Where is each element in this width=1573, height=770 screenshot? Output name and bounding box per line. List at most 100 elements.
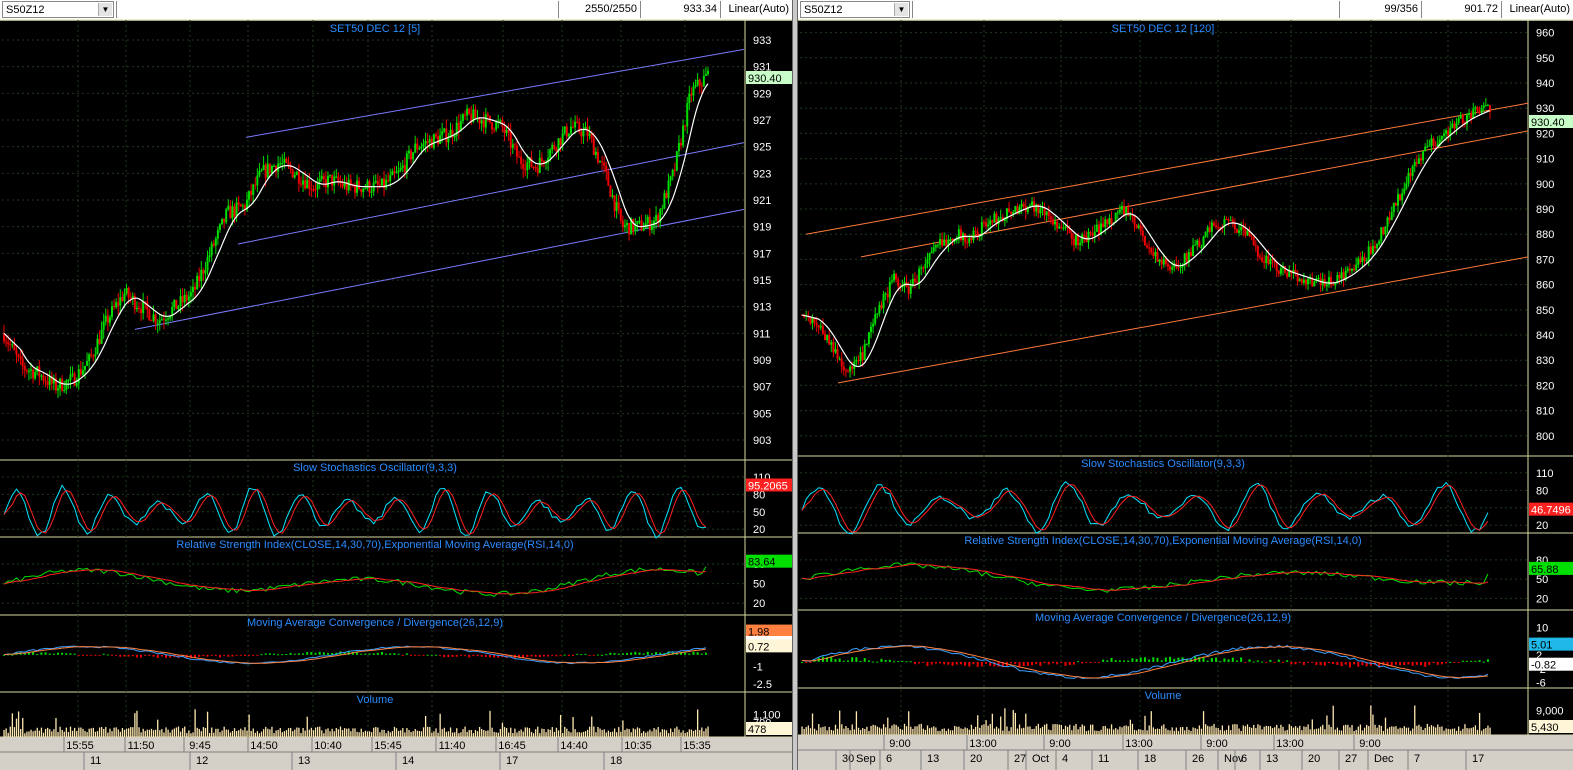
left-candle-body (704, 74, 707, 76)
left-candle-body (449, 129, 452, 138)
right-candle-body (884, 293, 887, 295)
right-volume-bar (1303, 726, 1305, 735)
right-candle-body (1369, 246, 1372, 254)
chevron-down-icon[interactable]: ▼ (894, 3, 908, 16)
right-volume-bar (1177, 730, 1180, 735)
right-day-label: 27 (1345, 753, 1357, 765)
window-divider[interactable] (792, 0, 798, 770)
left-candle-body (71, 373, 74, 375)
right-volume-bar (1485, 727, 1487, 735)
right-macd-histogram-bar (1123, 660, 1126, 662)
left-volume-bar (150, 728, 153, 737)
left-candle-body (524, 169, 527, 171)
left-candle-body (7, 341, 10, 345)
left-time-label: 10:35 (624, 740, 652, 752)
left-macd-histogram-bar (655, 651, 658, 655)
right-volume-bar (983, 724, 985, 735)
left-volume-bar (202, 727, 205, 737)
left-candle-body (383, 178, 386, 188)
left-candle-body (131, 295, 134, 299)
left-macd-histogram-bar (464, 654, 467, 656)
left-candle-body (48, 376, 51, 385)
right-macd-histogram-bar (1265, 661, 1268, 663)
left-volume-bar (454, 732, 456, 737)
left-scale-mode[interactable]: Linear(Auto) (720, 1, 792, 18)
right-candle-body (1028, 205, 1031, 208)
left-volume-bar (559, 714, 562, 737)
right-candle-body (1417, 158, 1420, 164)
left-macd-histogram-bar (61, 652, 64, 655)
left-volume-bar (9, 726, 11, 737)
right-volume-bar (972, 728, 975, 735)
left-candle-body (574, 121, 577, 128)
left-candle-body (650, 225, 653, 231)
left-macd-histogram-bar (567, 654, 570, 656)
left-volume-bar (206, 711, 209, 737)
left-macd-histogram-bar (364, 653, 367, 655)
left-volume-bar (260, 731, 263, 737)
right-candle-body (970, 238, 973, 241)
left-macd-histogram-bar (659, 652, 662, 655)
left-volume-bar (321, 730, 323, 737)
left-candle-body (156, 323, 159, 325)
right-rsi-ema-line (801, 563, 1489, 591)
left-osc-tick-label: 50 (753, 579, 765, 591)
left-candle-body (262, 164, 265, 170)
left-volume-bar (703, 731, 705, 737)
left-volume-bar (582, 731, 585, 737)
right-candle-body (1248, 231, 1251, 236)
right-candle-body (1183, 253, 1186, 266)
left-volume-bar (412, 731, 414, 737)
right-candle-body (1206, 227, 1209, 233)
right-volume-bar (1255, 728, 1257, 735)
right-macd-histogram-bar (1465, 660, 1468, 662)
left-candle-body (513, 144, 516, 146)
right-candle-body (1265, 255, 1268, 264)
left-volume-bar (15, 718, 18, 737)
chevron-down-icon[interactable]: ▼ (98, 3, 112, 16)
right-macd-histogram-bar (993, 661, 996, 667)
left-macd-histogram-bar (434, 654, 437, 656)
left-candle-body (520, 156, 523, 165)
left-candle-body (387, 179, 390, 182)
left-candle-body (329, 174, 332, 176)
right-rsi-value-tag: 65.88 (1531, 564, 1559, 576)
right-volume-bar (1294, 726, 1297, 735)
left-candle-body (675, 151, 678, 171)
right-symbol-select[interactable]: S50Z12 ▼ (800, 1, 910, 18)
left-volume-bar (684, 732, 686, 737)
left-candle-body (297, 171, 300, 184)
left-volume-bar (628, 729, 630, 737)
right-macd-histogram-bar (1482, 661, 1485, 663)
left-candle-body (445, 128, 448, 143)
right-candle-body (1422, 151, 1425, 161)
left-symbol-select[interactable]: S50Z12 ▼ (2, 1, 114, 18)
right-osc-tick-label: 80 (1536, 485, 1548, 497)
right-candle-body (907, 286, 910, 294)
right-candle-body (1150, 248, 1153, 253)
left-volume-bar (76, 731, 78, 737)
left-volume-bar (460, 732, 462, 737)
right-macd-histogram-bar (893, 661, 896, 663)
left-candle-body (698, 79, 701, 86)
left-volume-bar (707, 726, 709, 737)
right-candle-body (999, 217, 1002, 219)
right-candle-body (1327, 277, 1330, 285)
right-candle-body (1215, 225, 1218, 228)
right-macd-histogram-bar (1357, 661, 1360, 667)
right-stoch-title: Slow Stochastics Oscillator(9,3,3) (1081, 458, 1245, 470)
left-candle-body (553, 144, 556, 149)
right-macd-histogram-bar (1043, 661, 1046, 664)
right-candle-body (1371, 246, 1374, 254)
right-candle-body (1407, 172, 1410, 184)
right-candle-body (874, 314, 877, 324)
right-candle-body (1118, 209, 1121, 213)
right-volume-bar (1422, 729, 1424, 735)
right-scale-mode[interactable]: Linear(Auto) (1501, 1, 1573, 18)
right-macd-histogram-bar (901, 660, 904, 662)
right-volume-bar (987, 725, 989, 735)
left-volume-bar (248, 714, 250, 737)
left-candle-body (412, 152, 415, 160)
right-candle-body (1428, 145, 1431, 147)
left-candle-body (94, 354, 97, 357)
